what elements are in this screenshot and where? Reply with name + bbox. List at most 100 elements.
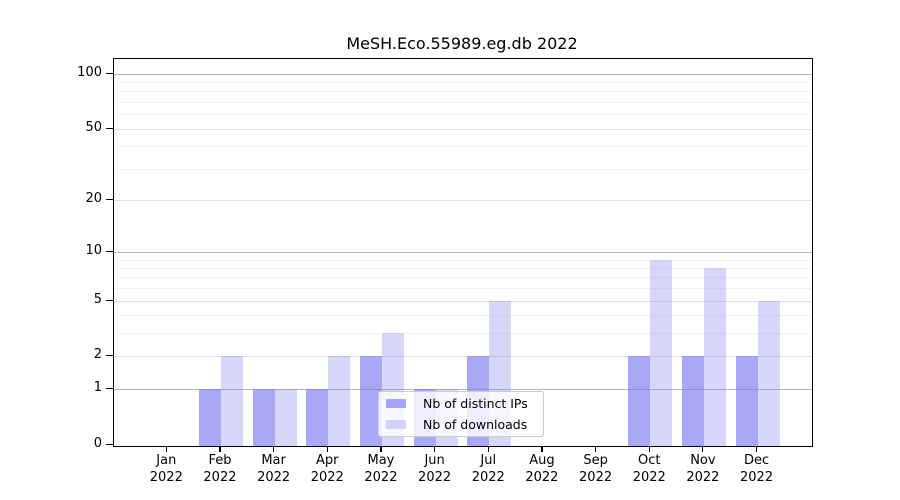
y-tick-label: 20	[85, 190, 102, 206]
legend-swatch-distinct-ips	[386, 399, 406, 408]
y-tick	[106, 198, 113, 201]
gridline-major	[114, 300, 812, 302]
x-tick	[594, 446, 597, 452]
y-tick-label: 1	[93, 379, 102, 395]
gridline-major	[114, 128, 812, 130]
x-tick-label-line: Jan	[156, 453, 177, 468]
x-tick-label: Feb 2022	[192, 453, 248, 486]
x-tick-label-line: 2022	[364, 469, 398, 485]
gridline-major	[114, 73, 812, 75]
x-tick-label-line: 2022	[203, 469, 237, 485]
x-tick	[273, 446, 275, 452]
x-tick	[541, 446, 543, 452]
bar-distinct-ips	[735, 356, 758, 446]
x-tick-label-line: Aug	[529, 453, 555, 468]
gridline-minor	[114, 259, 812, 261]
gridline-minor	[114, 146, 812, 148]
y-tick	[106, 443, 113, 445]
y-tick	[106, 72, 113, 74]
y-tick	[106, 387, 113, 389]
legend-swatch-downloads	[386, 420, 406, 429]
x-tick-label: May 2022	[353, 453, 409, 486]
bar-distinct-ips	[306, 388, 329, 446]
x-tick-label-line: Nov	[690, 453, 716, 468]
x-tick-label: Jul 2022	[460, 453, 516, 486]
x-tick	[219, 446, 221, 452]
x-tick-label: Jan 2022	[138, 453, 194, 486]
bar-downloads	[650, 259, 673, 446]
y-tick	[106, 127, 113, 129]
bar-distinct-ips	[198, 388, 221, 446]
y-tick-label: 50	[85, 119, 102, 135]
x-tick-label-line: Feb	[208, 453, 232, 468]
x-tick	[165, 446, 167, 452]
bar-downloads	[274, 388, 297, 446]
gridline-minor	[114, 333, 812, 335]
gridline-minor	[114, 82, 812, 84]
x-tick-label-line: 2022	[310, 469, 344, 485]
bar-downloads	[757, 300, 780, 446]
legend: Nb of distinct IPs Nb of downloads	[378, 391, 544, 437]
bar-distinct-ips	[359, 356, 382, 446]
x-tick	[380, 446, 382, 452]
y-tick-label: 0	[93, 435, 102, 451]
gridline-minor	[114, 288, 812, 290]
x-tick-label: Oct 2022	[621, 453, 677, 486]
x-tick-label-line: Mar	[261, 453, 286, 468]
gridline-major	[114, 356, 812, 358]
legend-label-distinct-ips: Nb of distinct IPs	[423, 396, 528, 411]
x-tick-label-line: 2022	[525, 469, 559, 485]
y-tick-label: 100	[77, 64, 102, 80]
x-tick-label-line: Apr	[316, 453, 339, 468]
y-tick-label: 2	[93, 347, 102, 363]
bar-downloads	[703, 267, 726, 446]
x-tick-label-line: 2022	[149, 469, 183, 485]
x-tick-label: Mar 2022	[246, 453, 302, 486]
legend-label-downloads: Nb of downloads	[423, 417, 528, 432]
x-tick-label-line: May	[367, 453, 395, 468]
x-tick	[487, 446, 489, 452]
gridline-minor	[114, 267, 812, 269]
x-tick-label: Aug 2022	[514, 453, 570, 486]
x-tick-label-line: Sep	[583, 453, 608, 468]
bar-distinct-ips	[628, 356, 651, 446]
x-tick-label: Nov 2022	[675, 453, 731, 486]
bar-downloads	[328, 356, 351, 446]
gridline-minor	[114, 168, 812, 170]
y-tick	[106, 250, 113, 253]
x-tick-label-line: Jun	[424, 453, 445, 468]
plot-area	[113, 58, 813, 447]
gridline-major	[114, 199, 812, 201]
y-tick	[106, 299, 113, 301]
bar-distinct-ips	[681, 356, 704, 446]
x-tick-label: Dec 2022	[729, 453, 785, 486]
bar-distinct-ips	[252, 388, 275, 446]
x-tick-label: Apr 2022	[299, 453, 355, 486]
x-tick-label-line: 2022	[257, 469, 291, 485]
x-tick	[755, 446, 758, 452]
x-tick-label-line: Dec	[743, 453, 770, 468]
x-tick-label-line: 2022	[418, 469, 452, 485]
y-tick-label: 5	[93, 291, 102, 307]
gridline-major	[114, 251, 812, 253]
x-tick	[702, 446, 704, 452]
bar-downloads	[220, 356, 243, 446]
x-tick	[434, 446, 436, 452]
y-tick-label: 10	[85, 242, 102, 258]
legend-item-downloads: Nb of downloads	[386, 416, 536, 434]
gridline-major	[114, 388, 812, 390]
legend-item-distinct-ips: Nb of distinct IPs	[386, 395, 536, 413]
gridline-minor	[114, 114, 812, 116]
x-tick-label-line: 2022	[686, 469, 720, 485]
x-tick-label-line: 2022	[740, 469, 774, 485]
y-tick	[106, 355, 113, 357]
x-tick-label: Jun 2022	[407, 453, 463, 486]
x-tick-label-line: Jul	[480, 453, 497, 468]
gridline-minor	[114, 102, 812, 104]
gridline-minor	[114, 277, 812, 279]
x-tick-label: Sep 2022	[568, 453, 624, 486]
chart-title: MeSH.Eco.55989.eg.db 2022	[346, 34, 578, 53]
gridline-minor	[114, 315, 812, 317]
x-tick-label-line: 2022	[632, 469, 666, 485]
